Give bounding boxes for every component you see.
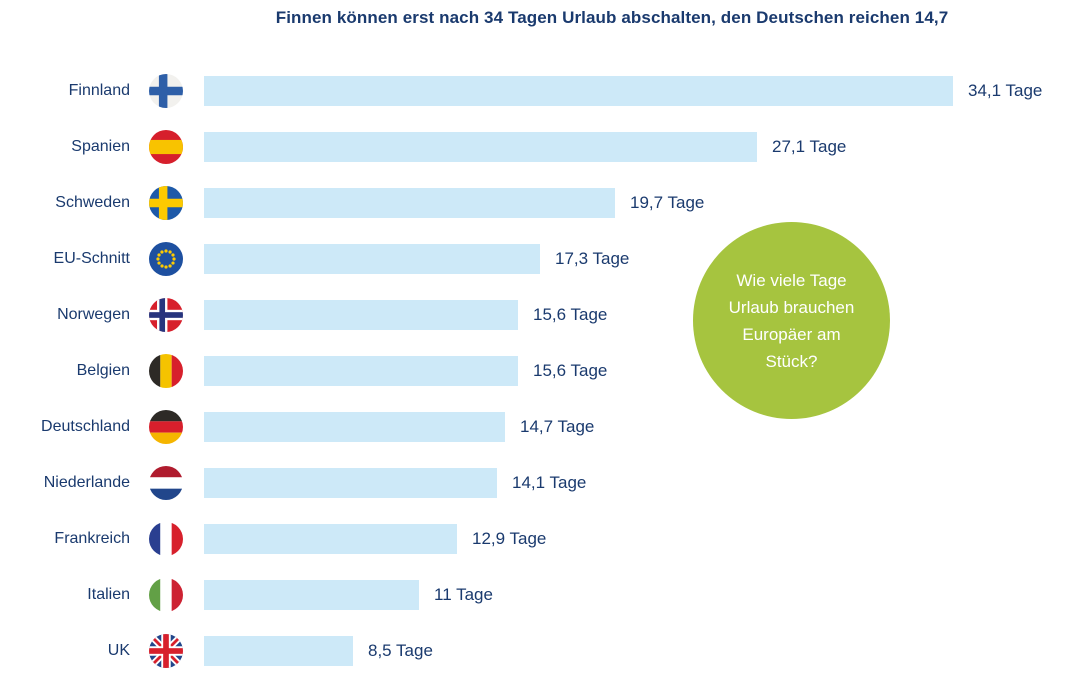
value-label: 15,6 Tage bbox=[533, 361, 608, 380]
chart-row: Niederlande 14,1 Tage bbox=[0, 466, 1042, 500]
norway-flag-icon bbox=[149, 298, 183, 332]
uk-flag-icon bbox=[149, 634, 183, 668]
chart-row: Finnland 34,1 Tage bbox=[0, 74, 1043, 108]
country-label: Niederlande bbox=[43, 474, 130, 491]
chart-row: Deutschland 14,7 Tage bbox=[0, 410, 1042, 444]
chart-title: Finnen können erst nach 34 Tagen Urlaub … bbox=[275, 8, 949, 27]
chart-row: Spanien 27,1 Tage bbox=[0, 130, 1042, 164]
sweden-flag-icon bbox=[149, 186, 183, 220]
country-label: Finnland bbox=[68, 82, 130, 99]
annotation-bubble: Wie viele Tage Urlaub brauchen Europäer … bbox=[693, 222, 890, 419]
bar bbox=[204, 636, 353, 666]
country-label: UK bbox=[107, 642, 130, 659]
bar bbox=[204, 524, 457, 554]
annotation-line: Wie viele Tage bbox=[736, 270, 847, 290]
eu-flag-icon bbox=[149, 242, 183, 276]
chart-row: Belgien 15,6 Tage bbox=[0, 354, 1042, 388]
country-label: Italien bbox=[87, 586, 130, 603]
bar bbox=[204, 412, 505, 442]
value-label: 19,7 Tage bbox=[630, 193, 705, 212]
value-label: 12,9 Tage bbox=[472, 529, 547, 548]
chart-row: UK 8,5 Tage bbox=[0, 634, 1042, 668]
value-label: 14,7 Tage bbox=[520, 417, 595, 436]
chart-row: Norwegen 15,6 Tage bbox=[0, 298, 1042, 332]
value-label: 14,1 Tage bbox=[512, 473, 587, 492]
chart-row: Frankreich 12,9 Tage bbox=[0, 522, 1042, 556]
value-label: 17,3 Tage bbox=[555, 249, 630, 268]
bar bbox=[204, 244, 540, 274]
bar bbox=[204, 188, 615, 218]
value-label: 8,5 Tage bbox=[368, 641, 433, 660]
france-flag-icon bbox=[149, 522, 183, 556]
chart-row: EU-Schnitt 17,3 Tage bbox=[0, 242, 1042, 276]
annotation-line: Stück? bbox=[765, 351, 818, 371]
bar bbox=[204, 76, 953, 106]
finland-flag-icon bbox=[149, 74, 183, 108]
country-label: Norwegen bbox=[57, 306, 130, 323]
country-label: Frankreich bbox=[54, 530, 130, 547]
value-label: 15,6 Tage bbox=[533, 305, 608, 324]
spain-flag-icon bbox=[149, 130, 183, 164]
bar bbox=[204, 356, 518, 386]
annotation-line: Europäer am bbox=[742, 324, 841, 344]
value-label: 34,1 Tage bbox=[968, 81, 1043, 100]
annotation-line: Urlaub brauchen bbox=[728, 297, 855, 317]
bar bbox=[204, 580, 419, 610]
country-label: Belgien bbox=[76, 362, 130, 379]
chart-row: Italien 11 Tage bbox=[0, 578, 1042, 612]
country-label: Schweden bbox=[55, 194, 130, 211]
value-label: 11 Tage bbox=[434, 585, 493, 604]
country-label: EU-Schnitt bbox=[53, 250, 130, 267]
chart-row: Schweden 19,7 Tage bbox=[0, 186, 1042, 220]
bar bbox=[204, 468, 497, 498]
bar bbox=[204, 300, 518, 330]
italy-flag-icon bbox=[149, 578, 183, 612]
country-label: Deutschland bbox=[41, 418, 130, 435]
bar-chart: Finnland 34,1 Tage Spanien 27,1 Tage Sch… bbox=[0, 74, 1043, 676]
bar bbox=[204, 132, 757, 162]
belgium-flag-icon bbox=[149, 354, 183, 388]
netherlands-flag-icon bbox=[149, 466, 183, 500]
value-label: 27,1 Tage bbox=[772, 137, 847, 156]
country-label: Spanien bbox=[71, 138, 130, 155]
germany-flag-icon bbox=[149, 410, 183, 444]
